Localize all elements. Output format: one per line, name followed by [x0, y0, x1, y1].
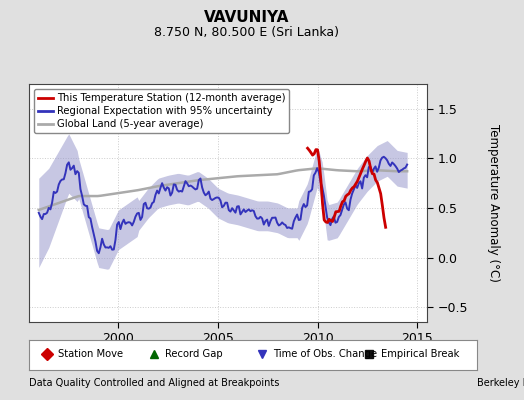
- Text: Time of Obs. Change: Time of Obs. Change: [273, 350, 377, 359]
- Text: Record Gap: Record Gap: [166, 350, 223, 359]
- Text: Data Quality Controlled and Aligned at Breakpoints: Data Quality Controlled and Aligned at B…: [29, 378, 279, 388]
- Text: Station Move: Station Move: [58, 350, 123, 359]
- Legend: This Temperature Station (12-month average), Regional Expectation with 95% uncer: This Temperature Station (12-month avera…: [34, 89, 289, 133]
- Text: Berkeley Earth: Berkeley Earth: [477, 378, 524, 388]
- Y-axis label: Temperature Anomaly (°C): Temperature Anomaly (°C): [487, 124, 500, 282]
- Text: 8.750 N, 80.500 E (Sri Lanka): 8.750 N, 80.500 E (Sri Lanka): [154, 26, 339, 39]
- Text: VAVUNIYA: VAVUNIYA: [204, 10, 289, 25]
- Text: Empirical Break: Empirical Break: [380, 350, 459, 359]
